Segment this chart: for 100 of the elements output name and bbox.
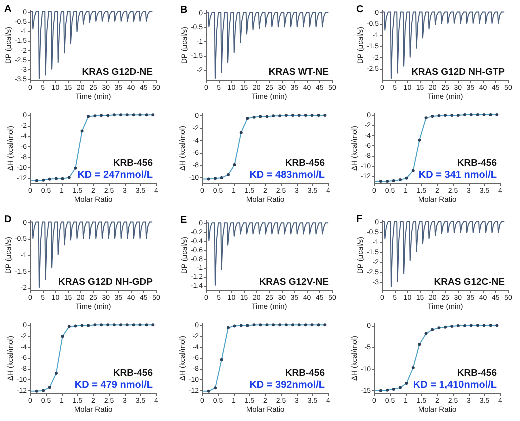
chart-title: E	[180, 215, 188, 226]
point	[324, 114, 327, 117]
point	[226, 326, 230, 330]
point	[298, 324, 301, 327]
point	[456, 114, 460, 118]
chart-title: A	[4, 4, 12, 15]
point	[220, 176, 224, 180]
point	[379, 389, 382, 392]
chart-title: B	[180, 4, 188, 16]
point	[126, 324, 129, 327]
line-series	[382, 12, 505, 80]
point	[68, 176, 71, 180]
point	[304, 114, 308, 117]
point	[292, 114, 295, 117]
point	[482, 114, 486, 117]
point	[220, 358, 224, 362]
point	[386, 180, 390, 183]
point	[42, 178, 46, 182]
point	[61, 335, 64, 338]
point	[284, 114, 288, 117]
point	[246, 324, 250, 328]
point	[496, 114, 499, 117]
line-series	[30, 222, 153, 288]
line-series	[203, 114, 326, 180]
point	[48, 386, 52, 390]
point	[379, 180, 382, 183]
point	[94, 324, 97, 327]
point	[431, 115, 434, 118]
point	[284, 324, 288, 327]
annotation: KRB-456	[457, 368, 497, 379]
point	[298, 114, 301, 117]
point	[61, 177, 64, 180]
point	[246, 117, 250, 120]
annotation: KRAS G12C-NE	[434, 277, 505, 288]
point	[470, 114, 473, 117]
point	[214, 177, 218, 180]
point	[278, 324, 282, 327]
point	[412, 366, 415, 370]
point	[324, 324, 327, 327]
point	[444, 326, 448, 329]
annotation: KRB-456	[457, 158, 497, 169]
point	[489, 324, 492, 328]
point	[278, 114, 282, 118]
line-series	[382, 222, 505, 288]
point	[35, 390, 38, 393]
point	[317, 114, 320, 117]
point	[450, 324, 454, 328]
point	[398, 178, 402, 182]
point	[456, 324, 460, 328]
annotation: KD = 392nmol/L	[250, 380, 325, 391]
point	[252, 116, 256, 119]
point	[240, 324, 243, 328]
annotation: KRAS G12D NH-GDP	[58, 277, 154, 288]
point	[317, 324, 320, 327]
point	[304, 324, 308, 327]
point	[496, 324, 499, 328]
annotation: KD = 341 nmol/L	[418, 170, 497, 181]
point	[42, 389, 46, 392]
point	[424, 116, 428, 120]
annotation: KD = 1,410nmol/L	[413, 380, 497, 391]
chart-title: C	[356, 4, 364, 16]
point	[266, 115, 269, 118]
point	[233, 164, 236, 167]
point	[310, 114, 314, 117]
annotation: KRB-456	[285, 368, 325, 379]
line-series	[206, 12, 329, 80]
point	[259, 324, 262, 327]
point	[259, 115, 262, 118]
point	[386, 388, 390, 392]
line-series	[206, 222, 329, 286]
point	[132, 324, 136, 327]
point	[476, 324, 480, 328]
point	[310, 324, 314, 327]
line-series	[375, 325, 498, 392]
line-series	[31, 114, 154, 182]
point	[35, 179, 38, 182]
point	[226, 173, 230, 176]
point	[233, 324, 236, 328]
point	[431, 328, 434, 332]
annotation: KRAS G12D NH-GTP	[412, 67, 506, 78]
point	[152, 324, 155, 327]
point	[412, 169, 415, 172]
annotation: KRAS G12D-NE	[82, 67, 153, 78]
point	[138, 324, 142, 327]
point	[132, 114, 136, 117]
point	[207, 178, 210, 181]
point	[464, 114, 467, 117]
point	[112, 324, 116, 327]
annotation: KRB-456	[113, 368, 153, 379]
point	[207, 390, 210, 393]
point	[266, 324, 269, 327]
point	[214, 386, 218, 390]
point	[450, 114, 454, 118]
point	[74, 166, 78, 170]
point	[272, 114, 276, 118]
point	[80, 324, 84, 328]
chart-title: F	[356, 214, 363, 225]
annotation: KRAS G12V-NE	[259, 277, 329, 288]
point	[392, 388, 396, 392]
point	[100, 324, 104, 327]
